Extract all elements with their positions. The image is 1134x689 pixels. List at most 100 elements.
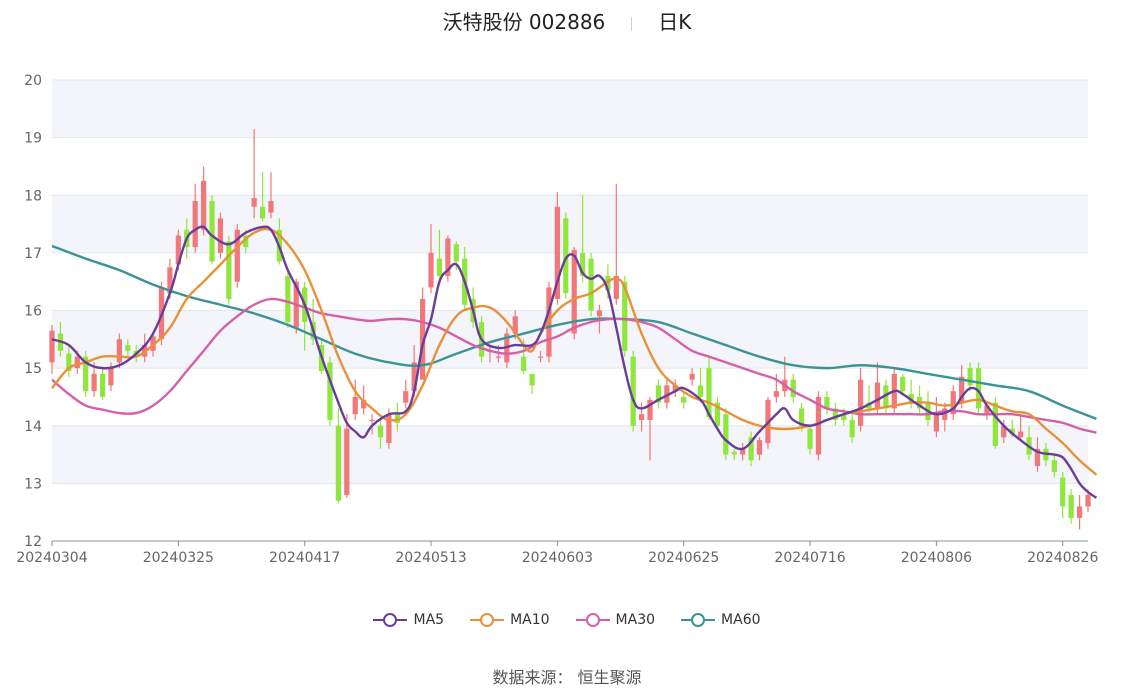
candle [588,252,594,317]
candle [99,368,106,400]
candle [1018,414,1024,441]
candle-body [91,373,97,392]
candle-body [832,408,838,420]
x-tick-label: 20240417 [269,550,340,566]
x-tick-label: 20240826 [1027,550,1098,566]
candle [647,396,653,461]
legend-ma60-label: MA60 [721,612,761,628]
candle-body [445,238,451,276]
candle-body [824,396,830,409]
candle-body [857,379,864,426]
candle [832,402,838,426]
grid-band [52,310,1088,369]
candle-body [83,356,89,392]
candle-body [1060,477,1066,507]
candle [900,373,906,395]
candle-body [377,425,384,438]
candle-body [192,201,198,248]
legend-ma5[interactable]: MA5 [373,612,444,628]
x-tick-label: 20240716 [774,550,845,566]
candle-body [428,252,434,288]
candle-body [613,275,619,299]
x-tick-label: 20240625 [648,550,719,566]
x-tick-label: 20240325 [143,550,214,566]
candle [335,408,341,504]
candle [731,448,737,461]
candle-body [327,362,333,420]
candle-body [689,373,695,380]
ma10-legend-icon [470,613,505,627]
x-tick-label: 20240304 [16,550,87,566]
candle [815,391,822,461]
candle-body [226,241,232,299]
candle [352,379,358,420]
chart-title: 沃特股份 002886 日K [0,6,1134,35]
y-tick-label: 16 [24,304,42,320]
candle-body [992,402,998,446]
candle-body [352,396,358,415]
ma60-legend-icon [681,613,716,627]
candle-body [655,385,662,403]
candle-body [756,440,763,455]
candle-body [900,376,906,392]
candle-body [638,414,645,420]
candle [66,345,72,377]
candle [251,128,257,219]
candle-body [933,414,940,432]
candle [672,379,678,397]
candle [217,212,224,259]
legend-ma60[interactable]: MA60 [681,612,761,628]
candle [714,396,721,432]
candle-body [1076,506,1083,518]
candle-body [512,316,518,334]
candle [83,350,89,397]
period-label: 日K [658,10,692,34]
candle-body [386,414,392,444]
candle [285,270,291,328]
candle-body [605,275,611,291]
candle [613,183,619,305]
legend: MA5 MA10 MA30 MA60 [0,612,1134,628]
candle-body [495,356,502,358]
candle [259,172,266,222]
candle-body [697,385,704,397]
y-tick-label: 17 [24,246,42,262]
candle-body [1051,460,1057,472]
candle [1001,419,1007,444]
candle-body [209,201,215,262]
candle-body [243,235,249,248]
candle [824,391,830,415]
candle-body [108,368,114,386]
y-tick-label: 20 [24,73,42,89]
grid-band [52,195,1088,253]
candle-body [217,218,224,253]
x-axis: 20240304 20240325 20240417 20240513 20240603… [16,540,1098,566]
candle [706,356,712,420]
candle-body [167,267,173,294]
legend-ma10[interactable]: MA10 [470,612,550,628]
x-tick-label: 20240806 [901,550,972,566]
data-source: 数据来源： 恒生聚源 [492,668,642,687]
candle [849,414,855,444]
candle-body [537,356,544,358]
candle [689,368,695,386]
candle-body [436,258,443,276]
candle-body [125,345,131,351]
candle [192,183,198,253]
y-tick-label: 18 [24,188,42,204]
candle-body [419,298,426,380]
title-divider [631,16,633,31]
candle [344,414,350,498]
ma30-line [51,297,1097,434]
legend-ma5-label: MA5 [413,612,445,628]
candle [234,224,240,288]
grid-band [52,425,1088,484]
candle-body [731,451,737,455]
candle [1076,494,1083,530]
candle [740,443,746,461]
legend-ma30[interactable]: MA30 [575,612,655,628]
candle [790,373,796,403]
candle [529,373,535,395]
candle [857,368,864,432]
